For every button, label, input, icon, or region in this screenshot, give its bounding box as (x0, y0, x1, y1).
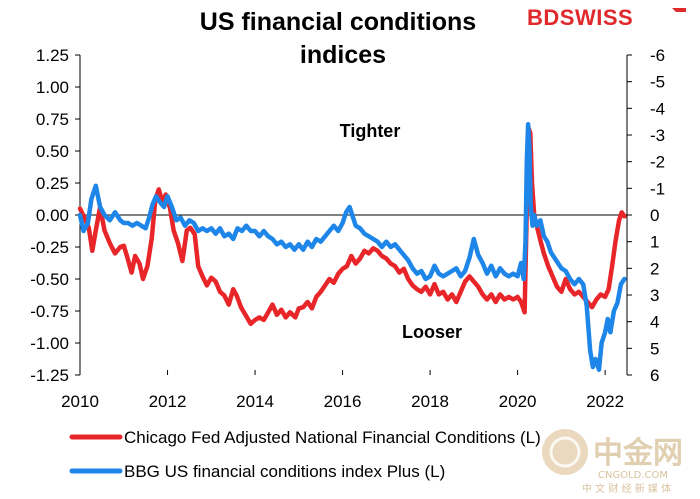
x-tick-label: 2016 (324, 392, 362, 411)
right-tick-label: 2 (650, 259, 659, 278)
annotation-looser: Looser (402, 322, 462, 342)
left-tick-label: 1.25 (36, 46, 69, 65)
left-tick-label: 0.25 (36, 174, 69, 193)
brand-name-part1: BD (527, 5, 560, 30)
watermark-coin-icon (542, 429, 588, 475)
right-tick-label: -1 (650, 179, 665, 198)
left-tick-label: -0.50 (30, 270, 69, 289)
x-tick-label: 2014 (236, 392, 274, 411)
x-tick-label: 2018 (411, 392, 449, 411)
right-tick-label: 6 (650, 366, 659, 385)
left-tick-label: -0.75 (30, 302, 69, 321)
right-tick-label: -5 (650, 73, 665, 92)
left-axis-ticks: 1.25 1.00 0.75 0.50 0.25 0.00 -0.25 -0.50 -0.75 -… (30, 46, 80, 385)
left-tick-label: -1.00 (30, 334, 69, 353)
watermark-url: CNGOLD.COM (598, 470, 668, 481)
watermark: 中金网 CNGOLD.COM 中 文 财 经 新 媒 体 (542, 429, 683, 495)
watermark-main: 中金网 (593, 436, 683, 471)
series-layer (77, 122, 627, 372)
watermark-ring-icon (549, 436, 581, 468)
x-tick-label: 2022 (586, 392, 624, 411)
right-tick-label: -2 (650, 153, 665, 172)
right-tick-label: 1 (650, 233, 659, 252)
annotation-tighter: Tighter (340, 121, 401, 141)
series-line-bbg (77, 122, 627, 372)
right-axis-ticks: -6 -5 -4 -3 -2 -1 0 1 2 3 4 5 6 (627, 46, 665, 385)
left-tick-label: -1.25 (30, 366, 69, 385)
left-tick-label: 0.50 (36, 142, 69, 161)
x-axis-ticks: 2010 2012 2014 2016 2018 2020 2022 (61, 370, 624, 411)
legend-label-chicago: Chicago Fed Adjusted National Financial … (124, 428, 541, 447)
right-tick-label: -4 (650, 99, 665, 118)
left-tick-label: 1.00 (36, 78, 69, 97)
plot-area: 1.25 1.00 0.75 0.50 0.25 0.00 -0.25 -0.50 -0.75 -… (30, 46, 665, 411)
brand-flag-icon (672, 8, 686, 12)
left-tick-label: 0.00 (36, 206, 69, 225)
x-tick-label: 2010 (61, 392, 99, 411)
watermark-sub: 中 文 财 经 新 媒 体 (582, 482, 671, 495)
left-tick-label: 0.75 (36, 110, 69, 129)
x-tick-label: 2012 (149, 392, 187, 411)
x-tick-label: 2020 (499, 392, 537, 411)
right-tick-label: 4 (650, 313, 659, 332)
legend: Chicago Fed Adjusted National Financial … (69, 428, 541, 481)
right-tick-label: -6 (650, 46, 665, 65)
brand-name-part2: SWISS (560, 5, 633, 30)
right-tick-label: -3 (650, 126, 665, 145)
right-tick-label: 5 (650, 339, 659, 358)
brand-logo: BDSWISS (527, 5, 686, 30)
legend-label-bbg: BBG US financial conditions index Plus (… (124, 462, 445, 481)
svg-text:BDSWISS: BDSWISS (527, 5, 633, 30)
chart-title-line-2: indices (300, 41, 386, 69)
chart-title-line-1: US financial conditions (200, 8, 476, 36)
right-tick-label: 3 (650, 286, 659, 305)
left-tick-label: -0.25 (30, 238, 69, 257)
right-tick-label: 0 (650, 206, 659, 225)
